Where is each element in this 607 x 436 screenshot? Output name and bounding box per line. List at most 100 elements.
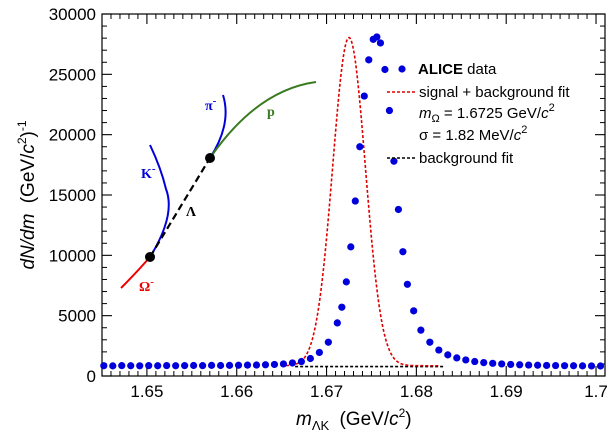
- data-point: [199, 362, 207, 370]
- data-point: [154, 362, 162, 370]
- lambda-label: Λ: [186, 205, 196, 220]
- y-axis-title-exp: -1: [15, 120, 29, 131]
- y-axis-title-dn: dN/dm: [18, 214, 39, 270]
- x-tick-label: 1.65: [130, 382, 163, 401]
- kaon-label-text: K: [141, 167, 152, 182]
- pion-label: π-: [205, 95, 217, 114]
- data-point: [163, 361, 171, 370]
- data-point: [560, 362, 569, 370]
- proton-track: [209, 81, 317, 159]
- data-point: [390, 157, 398, 165]
- legend-data-bold: ALICE: [418, 61, 463, 78]
- data-point: [373, 33, 381, 41]
- kaon-label-sup: -: [152, 163, 156, 175]
- x-tick-label: 1.67: [310, 382, 343, 401]
- legend-data-rest: data: [463, 61, 497, 78]
- data-point: [507, 360, 515, 369]
- data-point: [338, 303, 346, 311]
- y-tick-label: 30000: [49, 5, 96, 24]
- data-point: [394, 205, 403, 214]
- x-tick-label: 1.68: [400, 382, 433, 401]
- legend-data-marker: [398, 65, 406, 73]
- data-point: [376, 39, 385, 47]
- data-point: [306, 354, 314, 363]
- data-point: [127, 362, 135, 370]
- data-point: [417, 326, 425, 334]
- x-axis-title-exp: 2: [399, 406, 406, 420]
- data-points: [100, 33, 605, 370]
- data-point: [403, 280, 411, 288]
- x-axis-title-sub: ΛK: [312, 418, 330, 433]
- x-axis-title-c: c: [389, 409, 399, 430]
- data-point: [225, 361, 234, 369]
- legend-data-label: ALICE data: [418, 61, 497, 78]
- data-point: [190, 361, 198, 370]
- primary-decay-vertex: [145, 252, 155, 262]
- y-axis-title-unit: (GeV/: [18, 153, 39, 203]
- data-point: [399, 248, 407, 256]
- data-point: [365, 56, 373, 64]
- data-point: [525, 361, 533, 369]
- data-point: [270, 360, 279, 369]
- legend-sigma: σ = 1.82 MeV/c2: [419, 124, 527, 144]
- data-point: [315, 348, 323, 357]
- legend-fit-label: signal + background fit: [419, 84, 570, 101]
- data-point: [100, 362, 108, 370]
- data-point: [288, 359, 297, 367]
- data-point: [453, 354, 461, 362]
- pion-label-text: π: [205, 99, 213, 114]
- data-point: [234, 361, 243, 369]
- y-tick-label: 10000: [49, 246, 96, 265]
- lambda-track: [149, 157, 211, 258]
- axis-ticks: 1.65 1.66 1.67 1.68 1.69 1.7 0 5000 10000 15000 20…: [49, 5, 607, 401]
- y-tick-label: 15000: [49, 186, 96, 205]
- data-point: [216, 361, 225, 370]
- data-point: [385, 106, 394, 115]
- x-axis-title-close: ): [405, 409, 411, 430]
- legend-mass-exp: 2: [549, 102, 555, 114]
- y-axis-title: dN/dm (GeV/c2)-1: [15, 120, 39, 269]
- data-point: [333, 319, 341, 327]
- data-point: [181, 362, 189, 370]
- data-point: [347, 243, 355, 251]
- omega-label-text: Ω: [139, 280, 150, 295]
- data-point: [498, 360, 506, 368]
- y-axis-title-c-exp: 2: [15, 137, 29, 144]
- data-point: [462, 356, 470, 364]
- data-point: [351, 197, 359, 205]
- x-tick-label: 1.66: [220, 382, 253, 401]
- data-point: [109, 362, 117, 370]
- y-tick-label: 5000: [58, 307, 96, 326]
- data-point: [578, 362, 587, 370]
- data-point: [596, 362, 605, 370]
- data-point: [118, 362, 126, 370]
- data-point: [207, 361, 216, 369]
- secondary-decay-vertex: [205, 153, 215, 163]
- y-axis-title-close: ): [18, 131, 39, 137]
- data-point: [534, 361, 542, 369]
- decay-sketch: Ω- K- Λ π- p: [120, 81, 317, 295]
- data-point: [381, 65, 389, 74]
- plot-frame: [101, 13, 606, 377]
- x-tick-label: 1.7: [584, 382, 607, 401]
- proton-label: p: [267, 105, 275, 120]
- data-point: [261, 361, 270, 369]
- omega-label-sup: -: [150, 276, 154, 288]
- data-point: [587, 362, 596, 370]
- data-point: [480, 359, 488, 367]
- y-tick-label: 0: [87, 367, 96, 386]
- signal-fit-path: [286, 36, 439, 367]
- kaon-label: K-: [141, 163, 156, 182]
- y-axis-title-c: c: [18, 144, 39, 154]
- data-point: [569, 362, 578, 370]
- legend-sigma-exp: 2: [521, 124, 527, 136]
- data-point: [145, 362, 153, 370]
- data-point: [356, 143, 364, 151]
- data-point: [543, 361, 551, 370]
- legend-bkg-label: background fit: [419, 150, 514, 167]
- legend: ALICE data signal + background fit mΩ = …: [387, 61, 570, 167]
- data-point: [279, 360, 288, 368]
- data-point: [426, 338, 434, 346]
- legend-mass: mΩ = 1.6725 GeV/c2: [419, 102, 555, 125]
- kaon-track: [149, 144, 170, 258]
